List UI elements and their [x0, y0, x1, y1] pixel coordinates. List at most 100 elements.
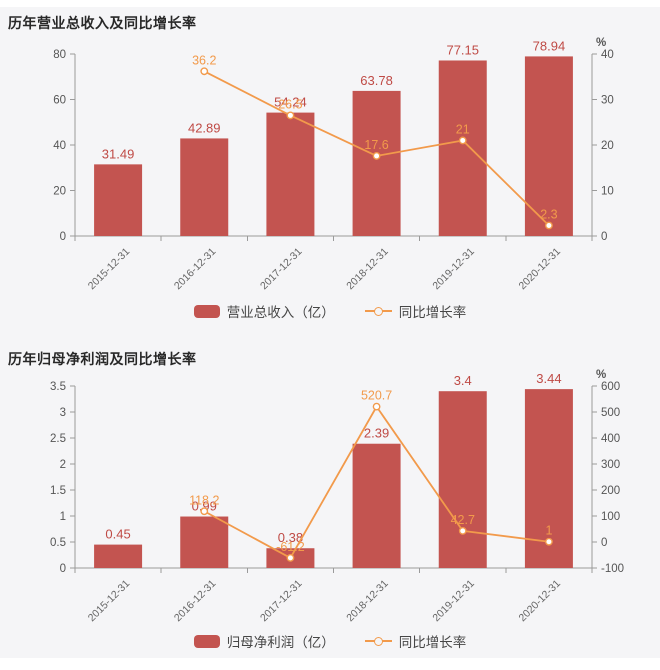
right-axis-tick-label: 30	[601, 95, 614, 107]
right-axis-unit-label: %	[596, 369, 606, 381]
legend-label-revenue-growth: 同比增长率	[398, 305, 467, 320]
bar[interactable]	[438, 391, 487, 568]
profit-chart-title: 历年归母净利润及同比增长率	[8, 351, 197, 367]
line-point[interactable]	[458, 526, 467, 535]
line-point[interactable]	[286, 111, 295, 120]
right-axis-tick-label: 100	[601, 511, 620, 523]
bar-value-label: 0.38	[278, 530, 303, 545]
right-axis-tick-label: 400	[601, 433, 620, 445]
right-axis-unit-label: %	[596, 37, 606, 49]
x-axis-label: 2016-12-31	[172, 578, 219, 625]
line-point[interactable]	[286, 554, 295, 562]
x-axis-label: 2015-12-31	[86, 578, 133, 625]
x-axis-label: 2017-12-31	[258, 246, 305, 293]
profit-legend: 归母净利润（亿） 同比增长率	[0, 631, 660, 651]
bar-swatch-icon	[193, 304, 220, 318]
left-axis-tick-label: 60	[53, 95, 66, 107]
left-axis-tick-label: 2.5	[50, 433, 66, 445]
line-value-label: 36.2	[192, 53, 216, 67]
bar[interactable]	[180, 516, 229, 568]
legend-label-revenue: 营业总收入（亿）	[226, 305, 335, 320]
right-axis-tick-label: 600	[601, 381, 620, 393]
x-axis-label: 2016-12-31	[172, 246, 219, 293]
right-axis-tick-label: 0	[601, 537, 607, 549]
bar[interactable]	[524, 56, 573, 236]
bar-value-label: 54.24	[274, 95, 307, 110]
legend-label-profit-growth: 同比增长率	[398, 635, 467, 650]
line-value-label: 2.3	[540, 208, 557, 222]
line-value-label: 26.5	[278, 97, 302, 111]
bar[interactable]	[94, 164, 143, 236]
bar[interactable]	[266, 112, 315, 236]
right-axis-tick-label: 10	[601, 186, 614, 198]
line-value-label: 1	[545, 524, 552, 538]
bar-value-label: 0.99	[192, 499, 217, 514]
bar-value-label: 2.39	[364, 426, 389, 441]
left-axis-tick-label: 3	[60, 407, 66, 419]
bar[interactable]	[180, 138, 229, 236]
right-axis-tick-label: 200	[601, 485, 620, 497]
line-point[interactable]	[545, 537, 553, 546]
x-axis-label: 2017-12-31	[258, 578, 305, 625]
line-value-label: 520.7	[361, 389, 392, 403]
left-axis-tick-label: 2	[60, 459, 66, 471]
x-axis-label: 2020-12-31	[517, 578, 564, 625]
legend-item-profit-bar[interactable]: 归母净利润（亿）	[193, 631, 335, 651]
left-axis-tick-label: 20	[53, 186, 66, 198]
x-axis-label: 2019-12-31	[430, 578, 477, 625]
legend-item-profit-growth[interactable]: 同比增长率	[364, 631, 467, 651]
revenue-chart: 0 20 40 60 80 0 10 20 30 40% 2015-12-31 2016-12-31 2…	[53, 37, 614, 293]
left-axis-tick-label: 0.5	[50, 537, 66, 549]
x-axis-label: 2019-12-31	[430, 246, 477, 293]
legend-item-revenue-growth[interactable]: 同比增长率	[364, 301, 467, 321]
left-axis-tick-label: 1	[60, 511, 66, 523]
left-axis-tick-label: 3.5	[50, 381, 66, 393]
revenue-legend: 营业总收入（亿） 同比增长率	[0, 301, 660, 321]
bar[interactable]	[438, 60, 487, 236]
line-point[interactable]	[545, 221, 553, 230]
line-point[interactable]	[200, 67, 209, 76]
right-axis-tick-label: 20	[601, 140, 614, 152]
bar-value-label: 78.94	[533, 38, 566, 53]
legend-label-profit: 归母净利润（亿）	[226, 635, 335, 650]
x-axis-label: 2018-12-31	[344, 578, 391, 625]
bar-value-label: 0.45	[105, 527, 130, 542]
line-point[interactable]	[200, 507, 209, 516]
bar[interactable]	[352, 443, 401, 568]
x-axis-label: 2020-12-31	[517, 246, 564, 293]
line-point[interactable]	[372, 402, 381, 411]
bar-value-label: 3.44	[536, 371, 561, 386]
line-value-label: 118.2	[189, 493, 219, 507]
bar-value-label: 42.89	[188, 120, 221, 135]
left-axis-tick-label: 0	[60, 231, 66, 243]
bar[interactable]	[94, 544, 143, 568]
line-marker-icon	[364, 305, 392, 318]
right-axis-tick-label: -100	[601, 563, 624, 575]
bar-value-label: 77.15	[446, 42, 479, 57]
left-axis-tick-label: 0	[60, 563, 66, 575]
left-axis-tick-label: 40	[53, 140, 66, 152]
line-point[interactable]	[458, 136, 467, 145]
x-axis-label: 2018-12-31	[344, 246, 391, 293]
revenue-chart-title: 历年营业总收入及同比增长率	[8, 15, 197, 31]
line-value-label: 21	[456, 122, 470, 136]
profit-chart: 0 0.5 1 1.5 2 2.5 3 3.5 -100 0 100 200 300 400 500 600%…	[50, 369, 624, 625]
line-point[interactable]	[372, 152, 381, 160]
x-axis-label: 2015-12-31	[86, 246, 133, 293]
line-value-label: 17.6	[364, 138, 388, 152]
right-axis-tick-label: 300	[601, 459, 620, 471]
right-axis-tick-label: 40	[601, 49, 614, 61]
bar-value-label: 31.49	[102, 146, 135, 161]
line-value-label: 42.7	[451, 513, 475, 527]
bar-value-label: 63.78	[360, 73, 393, 88]
right-axis-tick-label: 0	[601, 231, 607, 243]
left-axis-tick-label: 80	[53, 49, 66, 61]
bar-value-label: 3.4	[454, 373, 472, 388]
bar[interactable]	[352, 90, 401, 236]
left-axis-tick-label: 1.5	[50, 485, 66, 497]
line-value-label: -61.2	[276, 540, 305, 554]
line-marker-icon	[364, 635, 392, 648]
legend-item-revenue-bar[interactable]: 营业总收入（亿）	[193, 301, 335, 321]
right-axis-tick-label: 500	[601, 407, 620, 419]
